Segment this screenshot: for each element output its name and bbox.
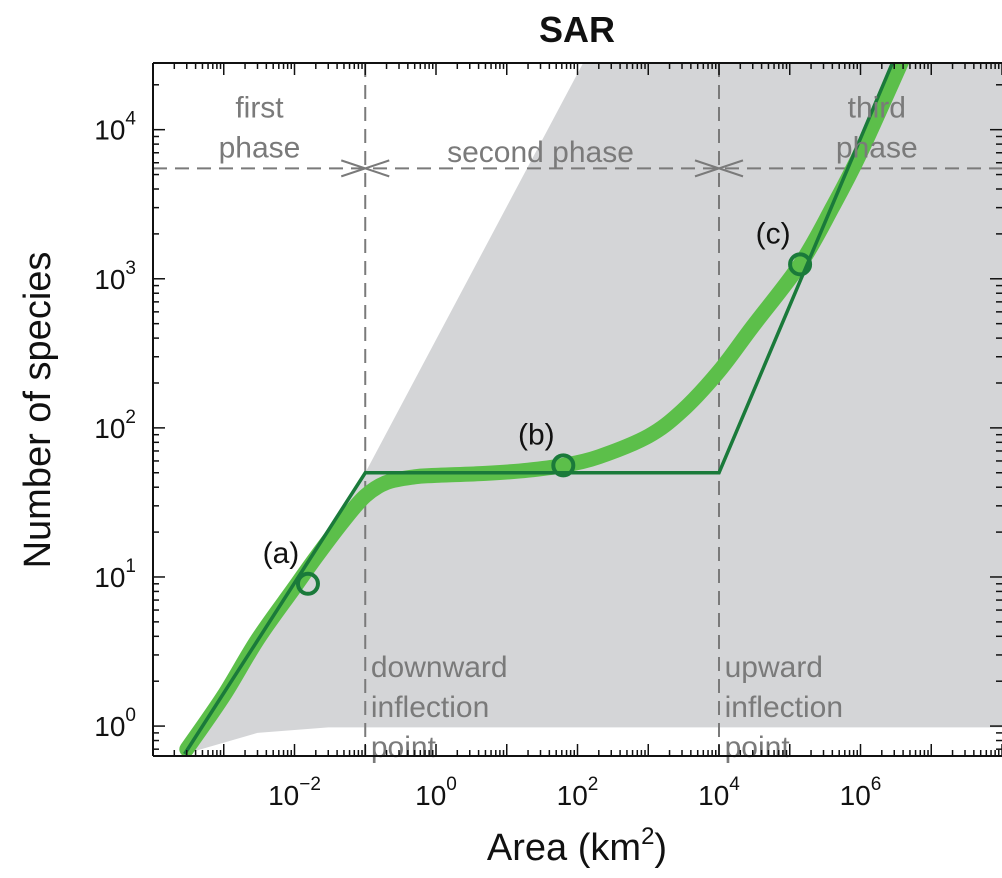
x-tick-label-4: 104 xyxy=(698,774,740,811)
phase-boundary-arrow-1 xyxy=(340,159,390,178)
marker-layer xyxy=(295,252,813,596)
x-axis-label: Area (km2) xyxy=(487,823,667,869)
y-tick-label-5: 104 xyxy=(94,109,136,146)
inflection-annotation-2: upward inflection point xyxy=(725,651,843,764)
x-axis-label-superscript: 2 xyxy=(641,823,654,850)
marked-point-label-2: (b) xyxy=(518,418,555,451)
inflection-annotation-1: downward inflection point xyxy=(371,651,508,764)
y-tick-label-1: 100 xyxy=(94,705,136,742)
y-tick-label-3: 102 xyxy=(94,407,136,444)
marked-point-1 xyxy=(295,571,320,596)
phase-label-3: third phase xyxy=(836,91,918,164)
x-tick-label-2: 100 xyxy=(415,774,457,811)
marked-point-3 xyxy=(788,252,813,277)
x-tick-label-5: 106 xyxy=(840,774,882,811)
marked-point-label-3: (c) xyxy=(756,217,791,250)
y-tick-label-2: 101 xyxy=(94,556,136,593)
phase-boundary-arrow-2 xyxy=(694,159,744,178)
tick-layer xyxy=(152,63,1002,756)
marked-point-2 xyxy=(551,453,576,478)
shaded-region-layer xyxy=(184,63,1002,754)
text-layer: (a) (b) (c) first phase second phase third phas… xyxy=(94,91,917,811)
shaded-region xyxy=(184,63,1002,754)
piecewise-sar-line xyxy=(183,63,895,755)
x-tick-label-3: 102 xyxy=(557,774,599,811)
y-axis-label: Number of species xyxy=(17,252,59,569)
chart-title: SAR xyxy=(539,9,615,50)
x-axis-label-close: ) xyxy=(654,827,667,869)
x-axis-label-main: Area (km xyxy=(487,827,641,869)
x-tick-label-1: 10−2 xyxy=(268,774,321,811)
phase-label-2: second phase xyxy=(447,136,634,169)
y-tick-label-4: 103 xyxy=(94,258,136,295)
marked-point-label-1: (a) xyxy=(263,537,300,570)
phase-label-1: first phase xyxy=(219,91,301,164)
